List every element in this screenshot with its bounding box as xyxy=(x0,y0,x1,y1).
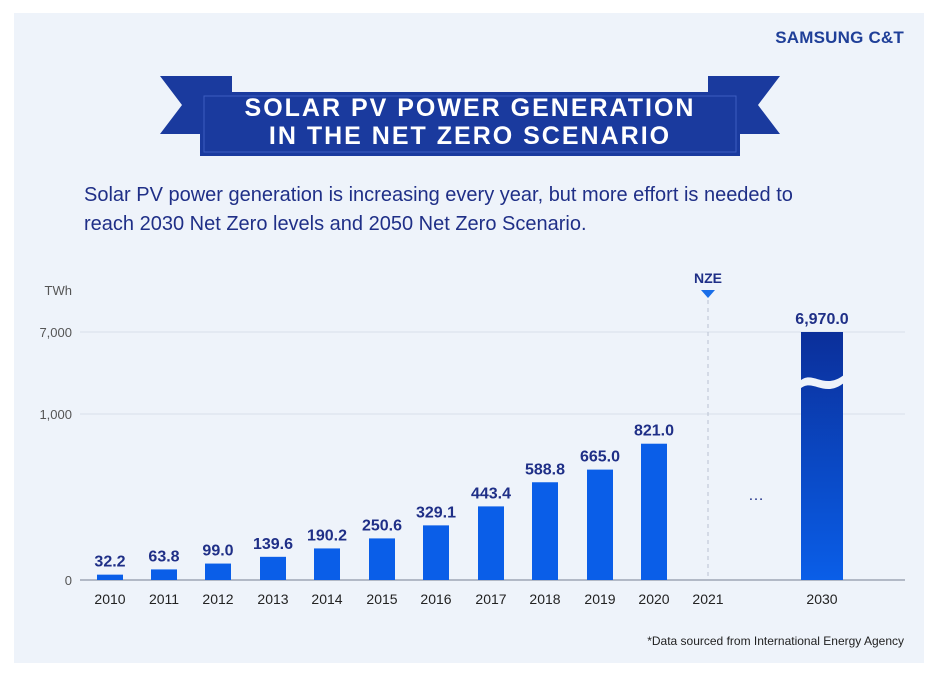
bars xyxy=(97,332,845,580)
bar-2030 xyxy=(801,332,843,580)
data-label-2020: 821.0 xyxy=(634,423,674,440)
chart-title: SOLAR PV POWER GENERATION IN THE NET ZER… xyxy=(200,94,740,150)
data-label-2013: 139.6 xyxy=(253,536,293,553)
bar-2010 xyxy=(97,574,123,580)
data-label-2012: 99.0 xyxy=(202,543,233,560)
x-tick-label: 2019 xyxy=(584,591,615,607)
title-ribbon xyxy=(160,76,780,156)
subtitle-line-2: reach 2030 Net Zero levels and 2050 Net … xyxy=(84,213,587,235)
x-tick-label: 2020 xyxy=(638,591,669,607)
x-tick-label: 2010 xyxy=(94,591,125,607)
x-tick-label: 2018 xyxy=(529,591,560,607)
data-label-2017: 443.4 xyxy=(471,485,511,502)
data-label-2015: 250.6 xyxy=(362,517,402,534)
y-tick-label: 1,000 xyxy=(39,407,72,422)
data-label-2018: 588.8 xyxy=(525,461,565,478)
chart-subtitle: Solar PV power generation is increasing … xyxy=(84,181,884,239)
data-label-2030: 6,970.0 xyxy=(795,311,848,328)
footnote: *Data sourced from International Energy … xyxy=(647,634,904,648)
x-tick-label: 2021 xyxy=(692,591,723,607)
labels: TWh 0 1,000 7,000 2010 32.2 2011 63.8 2012 99.0 20… xyxy=(39,270,848,607)
bar-2019 xyxy=(587,469,613,580)
title-line-1: SOLAR PV POWER GENERATION xyxy=(244,94,696,122)
ellipsis-gap: … xyxy=(748,487,764,504)
bar-2015 xyxy=(369,538,395,580)
bar-2011 xyxy=(151,569,177,580)
data-label-2011: 63.8 xyxy=(148,548,179,565)
bar-2016 xyxy=(423,525,449,580)
data-label-2016: 329.1 xyxy=(416,504,456,521)
x-tick-label: 2030 xyxy=(806,591,837,607)
axis-break-marker xyxy=(799,374,845,390)
x-tick-label: 2012 xyxy=(202,591,233,607)
bar-2013 xyxy=(260,556,286,580)
nze-annotation: NZE xyxy=(694,270,722,286)
nze-marker-icon xyxy=(701,290,715,298)
x-tick-label: 2016 xyxy=(420,591,451,607)
y-tick-label: 7,000 xyxy=(39,325,72,340)
y-tick-label: 0 xyxy=(65,573,72,588)
brand-logo: SAMSUNG C&T xyxy=(775,28,904,47)
x-tick-label: 2017 xyxy=(475,591,506,607)
data-label-2019: 665.0 xyxy=(580,449,620,466)
bar-2020 xyxy=(641,443,667,580)
x-tick-label: 2011 xyxy=(149,591,179,607)
x-tick-label: 2015 xyxy=(366,591,397,607)
subtitle-line-1: Solar PV power generation is increasing … xyxy=(84,184,793,206)
data-label-2014: 190.2 xyxy=(307,527,347,544)
bar-2012 xyxy=(205,563,231,580)
x-tick-label: 2013 xyxy=(257,591,288,607)
y-axis-title: TWh xyxy=(45,283,72,298)
x-tick-label: 2014 xyxy=(311,591,342,607)
ribbon-band xyxy=(200,92,740,156)
bar-2017 xyxy=(478,506,504,580)
title-line-2: IN THE NET ZERO SCENARIO xyxy=(268,122,672,150)
data-label-2010: 32.2 xyxy=(94,554,125,571)
bar-2014 xyxy=(314,548,340,580)
bar-2018 xyxy=(532,482,558,580)
